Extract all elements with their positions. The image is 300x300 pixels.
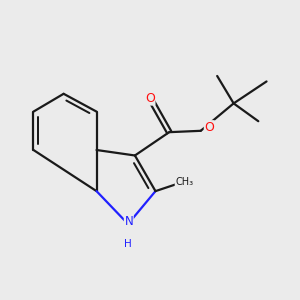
Text: N: N (124, 215, 133, 228)
Text: CH₃: CH₃ (175, 176, 193, 187)
Text: O: O (204, 121, 214, 134)
Text: H: H (124, 239, 132, 249)
Text: O: O (145, 92, 155, 105)
